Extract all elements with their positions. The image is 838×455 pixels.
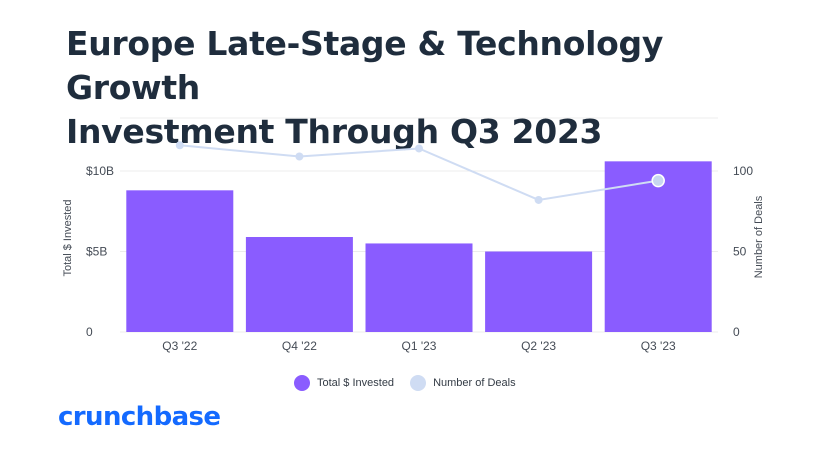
x-tick-label: Q4 '22 <box>282 339 317 353</box>
bar-total-invested <box>604 161 712 332</box>
y-right-tick-label: 100 <box>733 164 753 178</box>
bar-total-invested <box>126 190 234 332</box>
y-left-axis-title: Total $ Invested <box>62 199 74 276</box>
line-number-of-deals <box>179 144 659 202</box>
point-number-of-deals <box>651 173 665 188</box>
chart-title-line-1: Europe Late-Stage & Technology Growth <box>66 24 664 107</box>
x-tick-label: Q2 '23 <box>521 339 556 353</box>
chart-legend: Total $ Invested Number of Deals <box>294 372 532 394</box>
x-tick-label: Q1 '23 <box>402 339 437 353</box>
bar-total-invested <box>365 243 473 332</box>
bar-total-invested <box>245 237 353 332</box>
x-tick-label: Q3 '23 <box>641 339 676 353</box>
legend-item-total-invested: Total $ Invested <box>294 375 394 391</box>
point-number-of-deals <box>415 144 423 153</box>
point-number-of-deals <box>534 195 543 204</box>
y-left-tick-label: $10B <box>86 164 114 178</box>
crunchbase-logo: crunchbase <box>58 402 221 432</box>
bar-total-invested <box>485 251 593 332</box>
legend-label-number-of-deals: Number of Deals <box>433 377 516 389</box>
legend-swatch-number-of-deals <box>410 375 427 391</box>
legend-swatch-total-invested <box>294 375 310 391</box>
y-right-tick-label: 50 <box>733 245 747 259</box>
point-number-of-deals <box>175 141 184 150</box>
legend-label-total-invested: Total $ Invested <box>317 377 395 389</box>
y-left-tick-label: 0 <box>86 325 93 339</box>
point-number-of-deals <box>295 152 304 161</box>
legend-item-number-of-deals: Number of Deals <box>410 375 516 391</box>
y-right-axis-title: Number of Deals <box>753 195 765 278</box>
y-right-tick-label: 0 <box>733 325 740 339</box>
x-tick-label: Q3 '22 <box>162 339 197 353</box>
y-left-tick-label: $5B <box>86 245 107 259</box>
